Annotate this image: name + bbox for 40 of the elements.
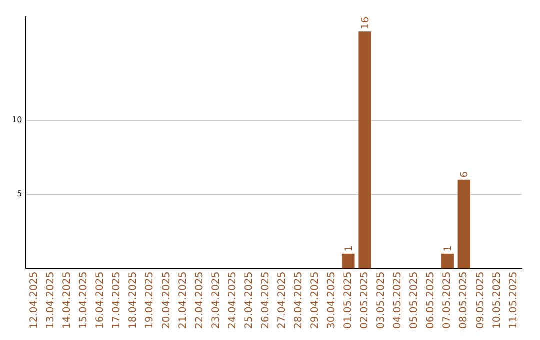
x-tick-label: 26.04.2025 [260,272,272,330]
bar [358,32,372,269]
x-tick-label: 10.05.2025 [492,272,503,330]
y-tick-label: 10 [12,116,22,125]
x-tick-label: 16.04.2025 [95,272,106,330]
x-tick-label: 03.05.2025 [376,272,388,330]
x-tick-label: 09.05.2025 [475,272,486,330]
x-tick-label: 30.04.2025 [326,272,338,330]
x-tick-label: 29.04.2025 [310,272,321,330]
x-tick-label: 04.05.2025 [392,272,404,330]
x-tick-label: 15.04.2025 [78,272,90,330]
bar [342,254,355,269]
x-tick-label: 28.04.2025 [293,272,304,330]
x-tick-label: 11.05.2025 [508,272,520,330]
x-tick-label: 12.04.2025 [29,272,40,330]
data-label: 6 [460,171,471,178]
x-tick-label: 22.04.2025 [194,272,206,330]
x-tick-label: 07.05.2025 [442,272,454,330]
x-tick-label: 19.04.2025 [144,272,156,330]
y-tick-label: 5 [17,190,22,199]
bar [458,180,470,269]
x-tick-label: 01.05.2025 [343,272,354,330]
x-tick-label: 05.05.2025 [409,272,420,330]
x-tick-label: 13.04.2025 [46,272,57,330]
x-tick-label: 14.04.2025 [62,272,74,330]
x-tick-label: 23.04.2025 [210,272,222,330]
data-label: 16 [360,16,372,30]
x-tick-label: 20.04.2025 [161,272,172,330]
x-tick-label: 25.04.2025 [244,272,255,330]
bar [441,254,454,269]
x-tick-label: 18.04.2025 [128,272,140,330]
x-tick-label: 21.04.2025 [178,272,189,330]
x-tick-label: 08.05.2025 [458,272,470,330]
x-tick-label: 06.05.2025 [426,272,437,330]
x-tick-label: 27.04.2025 [276,272,288,330]
data-label: 1 [443,246,454,252]
x-tick-label: 17.04.2025 [112,272,123,330]
x-tick-label: 02.05.2025 [360,272,371,330]
x-tick-label: 24.04.2025 [227,272,238,330]
data-label: 1 [344,246,356,252]
